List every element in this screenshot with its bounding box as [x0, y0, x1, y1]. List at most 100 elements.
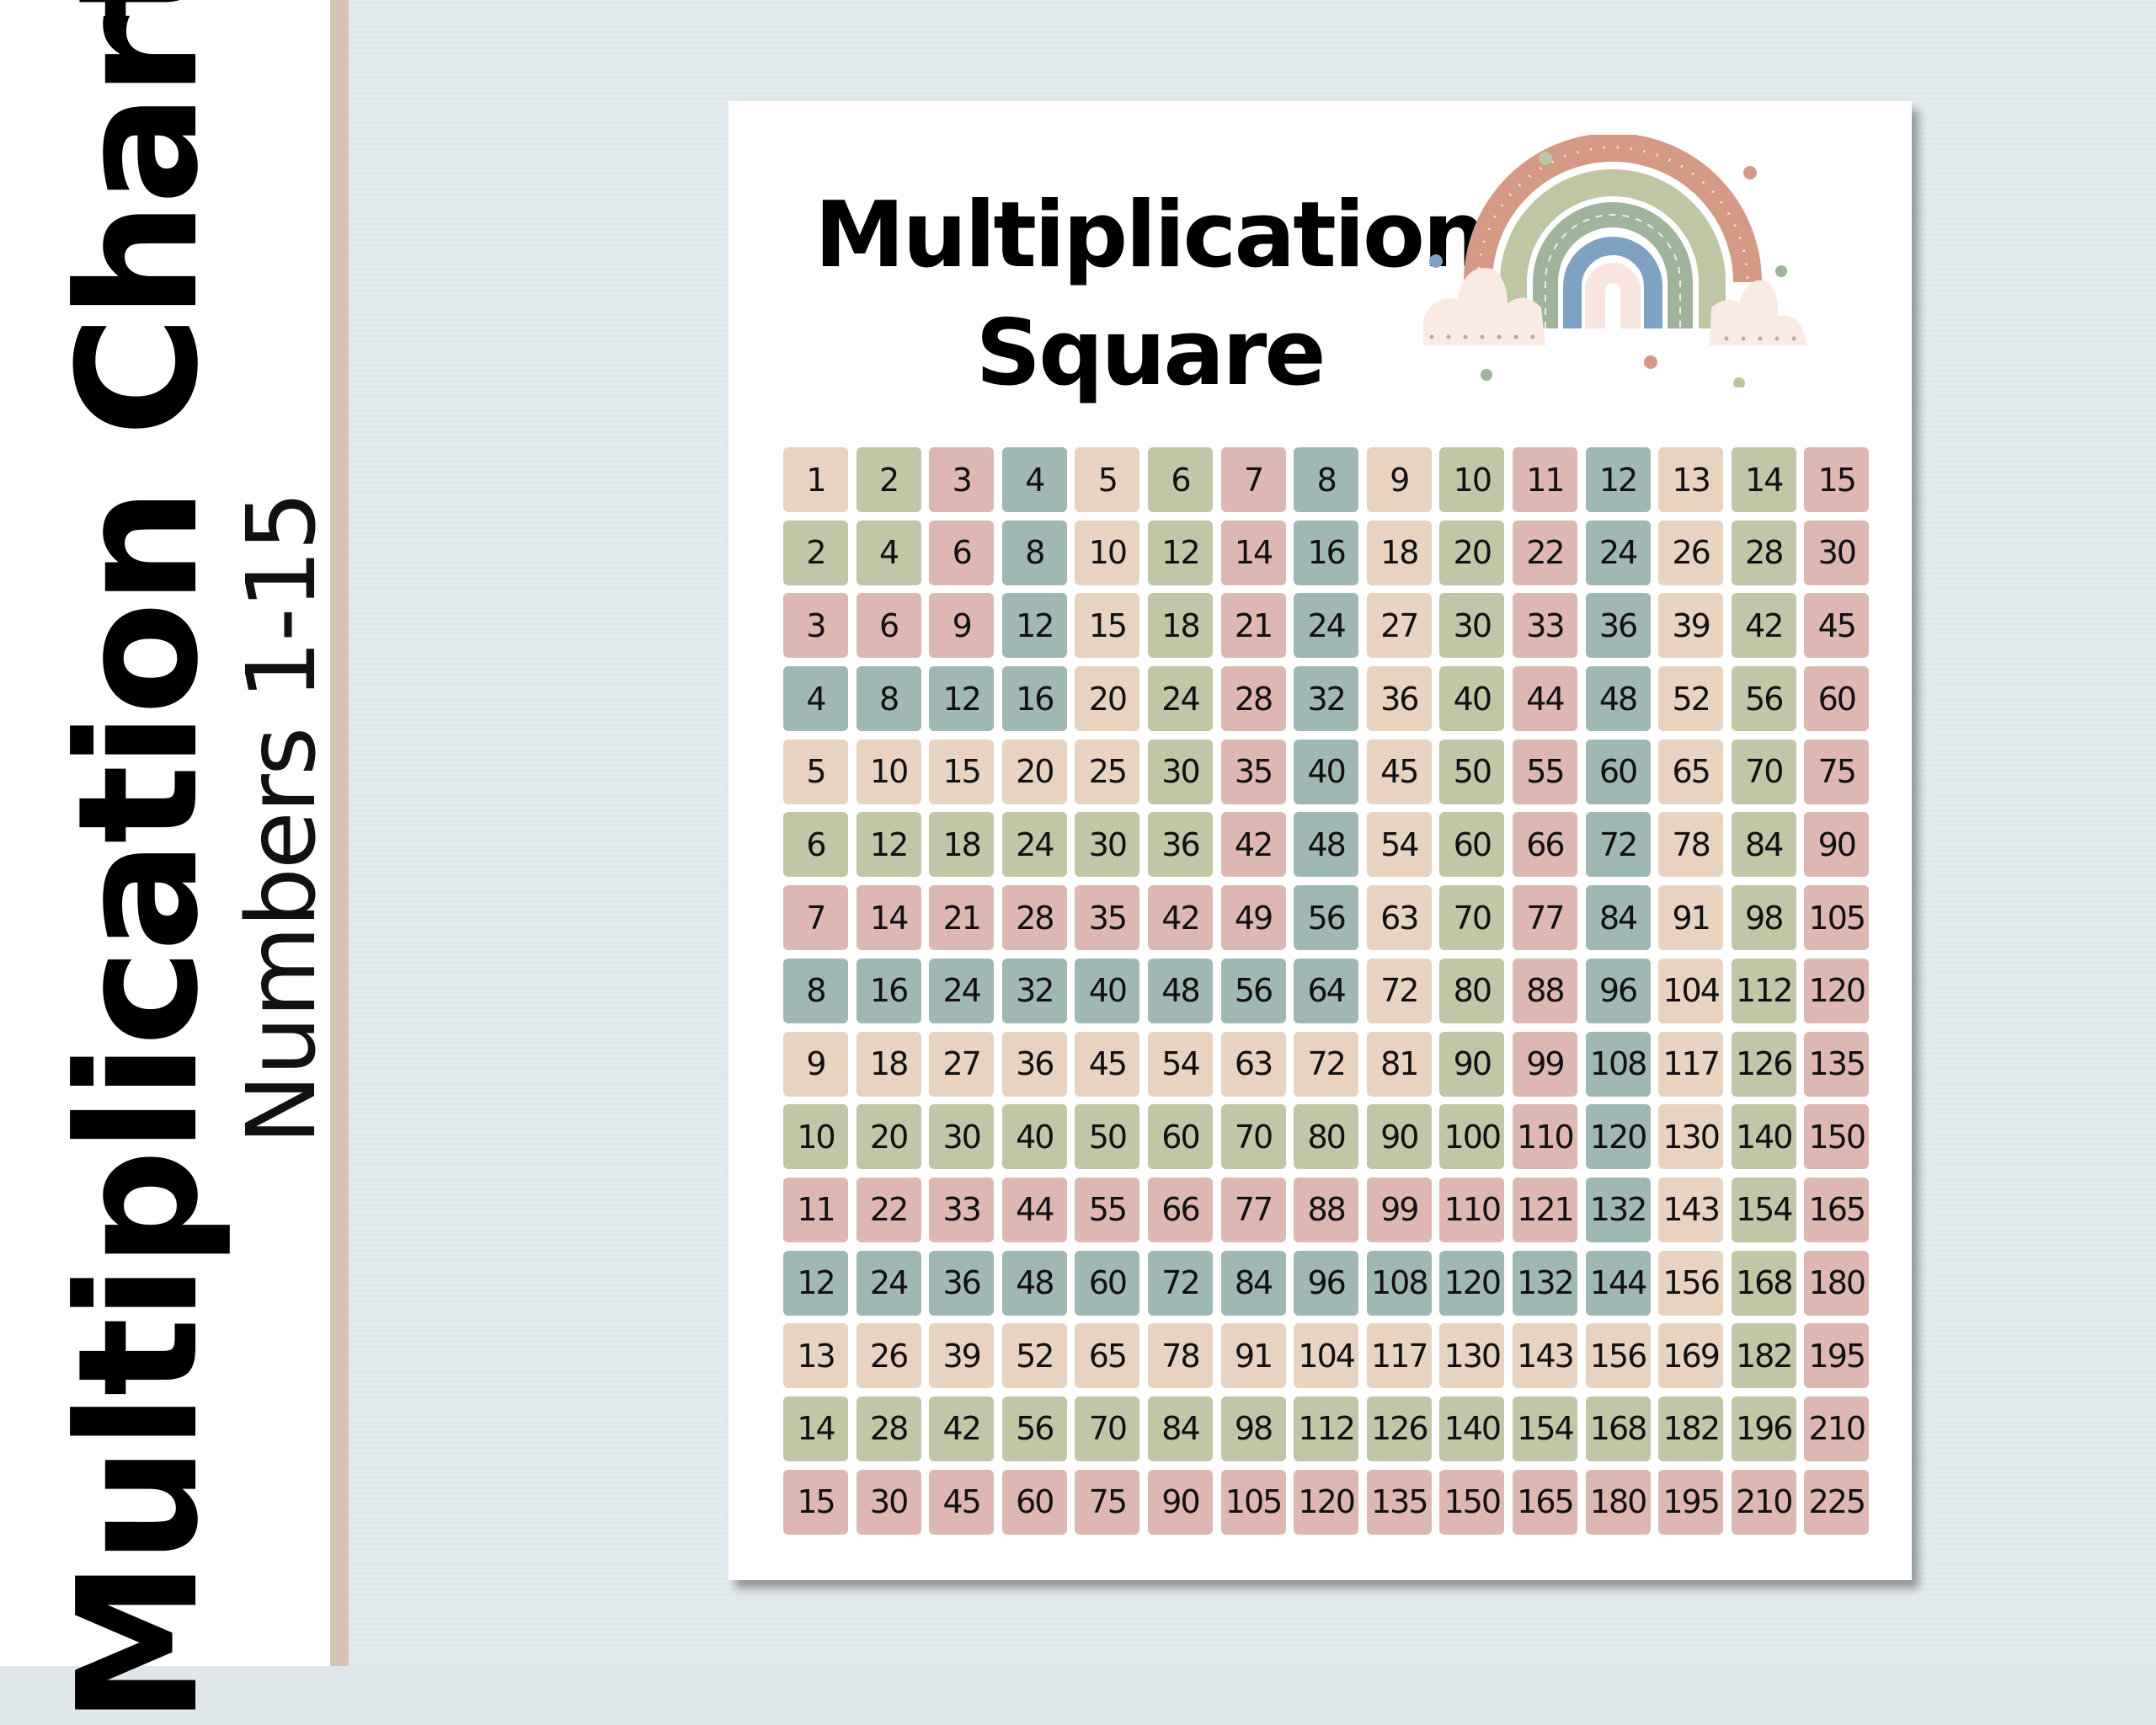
grid-cell: 4 — [783, 666, 848, 732]
grid-cell: 15 — [929, 739, 995, 804]
grid-cell: 150 — [1439, 1469, 1505, 1535]
grid-cell: 16 — [1001, 666, 1067, 732]
grid-cell: 22 — [856, 1177, 921, 1242]
grid-cell: 9 — [1366, 447, 1432, 512]
grid-cell: 24 — [1585, 520, 1651, 585]
grid-cell: 182 — [1731, 1323, 1796, 1389]
grid-cell: 48 — [1001, 1250, 1067, 1316]
grid-cell: 88 — [1512, 958, 1577, 1023]
grid-cell: 40 — [1439, 666, 1505, 732]
grid-cell: 27 — [1366, 593, 1432, 659]
grid-cell: 126 — [1366, 1396, 1432, 1461]
grid-cell: 54 — [1366, 812, 1432, 878]
grid-cell: 84 — [1585, 885, 1651, 951]
grid-cell: 72 — [1147, 1250, 1213, 1316]
grid-cell: 14 — [1731, 447, 1796, 512]
grid-cell: 84 — [1731, 812, 1796, 878]
grid-cell: 77 — [1220, 1177, 1286, 1242]
grid-cell: 96 — [1585, 958, 1651, 1023]
grid-cell: 45 — [1075, 1031, 1140, 1097]
grid-cell: 55 — [1075, 1177, 1140, 1242]
grid-cell: 110 — [1512, 1104, 1577, 1170]
grid-cell: 63 — [1220, 1031, 1286, 1097]
grid-cell: 45 — [1804, 593, 1870, 659]
grid-cell: 2 — [856, 447, 921, 512]
grid-cell: 77 — [1512, 885, 1577, 951]
grid-cell: 9 — [783, 1031, 848, 1097]
cloud-icon — [1423, 268, 1806, 345]
grid-cell: 30 — [1439, 593, 1505, 659]
grid-cell: 196 — [1731, 1396, 1796, 1461]
grid-cell: 225 — [1804, 1469, 1870, 1535]
grid-cell: 15 — [1804, 447, 1870, 512]
grid-cell: 30 — [929, 1104, 995, 1170]
grid-cell: 108 — [1366, 1250, 1432, 1316]
grid-cell: 45 — [1366, 739, 1432, 804]
grid-cell: 60 — [1804, 666, 1870, 732]
grid-cell: 33 — [1512, 593, 1577, 659]
grid-cell: 36 — [929, 1250, 995, 1316]
grid-cell: 8 — [1294, 447, 1359, 512]
grid-cell: 110 — [1439, 1177, 1505, 1242]
grid-cell: 112 — [1731, 958, 1796, 1023]
grid-cell: 52 — [1658, 666, 1724, 732]
grid-cell: 120 — [1804, 958, 1870, 1023]
grid-cell: 143 — [1512, 1323, 1577, 1389]
grid-cell: 30 — [1147, 739, 1213, 804]
grid-cell: 100 — [1439, 1104, 1505, 1170]
grid-cell: 25 — [1075, 739, 1140, 804]
grid-cell: 132 — [1585, 1177, 1651, 1242]
grid-cell: 60 — [1075, 1250, 1140, 1316]
grid-cell: 105 — [1804, 885, 1870, 951]
grid-cell: 90 — [1147, 1469, 1213, 1535]
grid-cell: 121 — [1512, 1177, 1577, 1242]
grid-cell: 117 — [1658, 1031, 1724, 1097]
page-title: Multiplication Square — [728, 177, 1571, 413]
grid-cell: 90 — [1366, 1104, 1432, 1170]
grid-cell: 130 — [1658, 1104, 1724, 1170]
grid-cell: 108 — [1585, 1031, 1651, 1097]
grid-cell: 12 — [856, 812, 921, 878]
grid-cell: 28 — [856, 1396, 921, 1461]
grid-cell: 165 — [1804, 1177, 1870, 1242]
grid-cell: 14 — [1220, 520, 1286, 585]
grid-cell: 24 — [1147, 666, 1213, 732]
grid-cell: 180 — [1804, 1250, 1870, 1316]
grid-cell: 28 — [1731, 520, 1796, 585]
grid-cell: 84 — [1147, 1396, 1213, 1461]
grid-cell: 130 — [1439, 1323, 1505, 1389]
grid-cell: 12 — [1585, 447, 1651, 512]
grid-cell: 5 — [783, 739, 848, 804]
grid-cell: 3 — [929, 447, 995, 512]
grid-cell: 135 — [1366, 1469, 1432, 1535]
dots-decoration — [1429, 334, 1796, 341]
grid-cell: 7 — [1220, 447, 1286, 512]
grid-cell: 90 — [1439, 1031, 1505, 1097]
grid-cell: 8 — [856, 666, 921, 732]
grid-cell: 80 — [1294, 1104, 1359, 1170]
grid-cell: 6 — [856, 593, 921, 659]
grid-cell: 6 — [783, 812, 848, 878]
grid-cell: 210 — [1731, 1469, 1796, 1535]
title-line-1: Multiplication — [814, 183, 1487, 288]
grid-cell: 75 — [1075, 1469, 1140, 1535]
grid-cell: 21 — [929, 885, 995, 951]
grid-cell: 64 — [1294, 958, 1359, 1023]
grid-cell: 10 — [1439, 447, 1505, 512]
grid-cell: 30 — [1075, 812, 1140, 878]
grid-cell: 104 — [1294, 1323, 1359, 1389]
grid-cell: 4 — [856, 520, 921, 585]
grid-cell: 36 — [1001, 1031, 1067, 1097]
chart-page: Multiplication Square 1 2 3 4 5 6 7 8 9 10 11 12 13 1 — [728, 101, 1912, 1580]
grid-cell: 180 — [1585, 1469, 1651, 1535]
grid-cell: 24 — [856, 1250, 921, 1316]
grid-cell: 36 — [1366, 666, 1432, 732]
grid-cell: 14 — [783, 1396, 848, 1461]
grid-cell: 11 — [783, 1177, 848, 1242]
grid-cell: 4 — [1001, 447, 1067, 512]
grid-cell: 66 — [1512, 812, 1577, 878]
side-banner: Multiplication Chart Numbers 1-15 — [0, 0, 337, 1725]
grid-cell: 1 — [783, 447, 848, 512]
grid-cell: 117 — [1366, 1323, 1432, 1389]
grid-cell: 140 — [1439, 1396, 1505, 1461]
